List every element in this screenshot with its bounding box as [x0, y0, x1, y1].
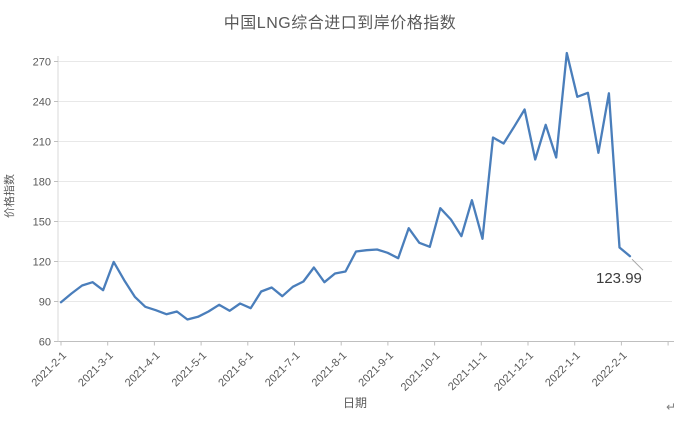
- y-tick-label-120: 120: [33, 257, 51, 269]
- y-tick-label-240: 240: [33, 97, 51, 109]
- y-tick-label-180: 180: [33, 177, 51, 189]
- x-tick-label-2021-7-1: 2021-7-1: [263, 350, 303, 390]
- x-tick-label-2021-5-1: 2021-5-1: [170, 350, 210, 390]
- x-tick-label-2022-2-1: 2022-2-1: [590, 350, 630, 390]
- price-line-series: [59, 51, 632, 321]
- x-tick-label-2021-10-1: 2021-10-1: [399, 350, 443, 394]
- data-label-leader-line: [631, 258, 644, 271]
- x-tick-label-2021-11-1: 2021-11-1: [446, 350, 489, 393]
- x-tick-label-2022-1-1: 2022-1-1: [543, 350, 583, 390]
- y-tick-label-210: 210: [33, 137, 51, 149]
- x-tick-label-2021-9-1: 2021-9-1: [356, 350, 396, 390]
- x-tick-label-2021-4-1: 2021-4-1: [123, 350, 163, 390]
- x-tick-label-2021-8-1: 2021-8-1: [310, 350, 350, 390]
- y-tick-label-270: 270: [33, 57, 51, 69]
- x-axis-title: 日期: [342, 396, 367, 410]
- y-tick-label-90: 90: [39, 297, 51, 309]
- x-tick-label-2021-2-1: 2021-2-1: [29, 350, 69, 390]
- y-tick-label-60: 60: [39, 337, 51, 349]
- last-value-data-label: 123.99: [596, 270, 642, 287]
- x-tick-label-2021-3-1: 2021-3-1: [76, 350, 116, 390]
- x-tick-label-2021-6-1: 2021-6-1: [216, 350, 256, 390]
- y-axis-title: 价格指数: [4, 174, 16, 218]
- paragraph-return-mark: ↵: [666, 400, 677, 414]
- chart-title: 中国LNG综合进口到岸价格指数: [223, 15, 457, 32]
- y-tick-label-150: 150: [33, 217, 51, 229]
- x-tick-label-2021-12-1: 2021-12-1: [492, 350, 536, 394]
